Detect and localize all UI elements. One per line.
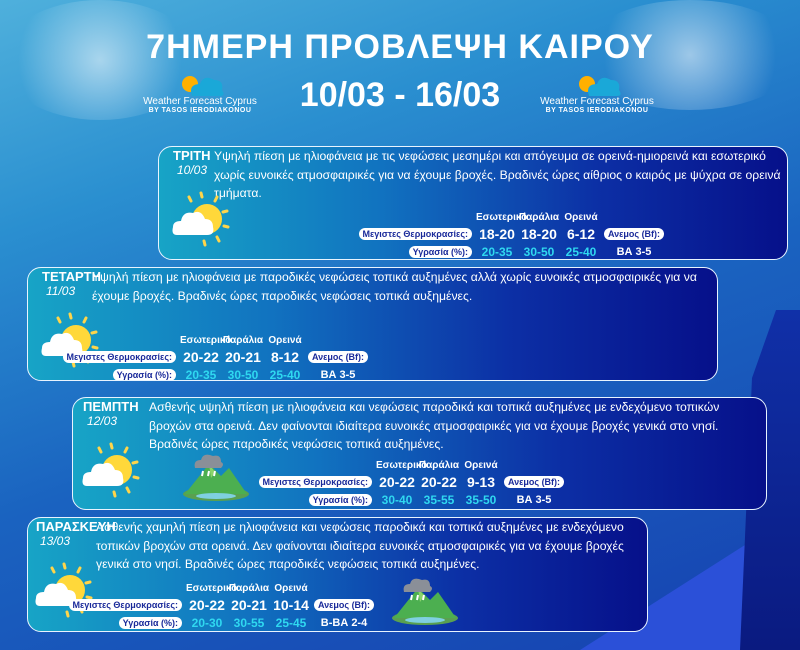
wind-value: Β-ΒΑ 2-4	[320, 617, 368, 629]
day-date: 13/03	[40, 534, 71, 548]
wind-label: Ανεμος (Bf):	[307, 350, 369, 363]
humidity-inland: 20-35	[481, 245, 513, 259]
day-date: 11/03	[46, 284, 76, 298]
logo-name: Weather Forecast Cyprus	[540, 96, 654, 107]
date-range: 10/03 - 16/03	[299, 76, 501, 114]
humidity-inland: 30-40	[381, 493, 413, 507]
forecast-card: ΠΕΜΠΤΗ 12/03 Ασθενής υψηλή πίεση με ηλιο…	[72, 397, 767, 510]
temp-inland: 18-20	[479, 225, 515, 242]
max-temps-label: Μεγιστες Θερμοκρασίες:	[358, 227, 472, 240]
temp-inland: 20-22	[183, 348, 219, 365]
humidity-mountains: 25-40	[269, 368, 301, 381]
humidity-coast: 35-55	[423, 493, 455, 507]
logo-byline: BY TASOS IERODIAKONOU	[148, 107, 252, 114]
forecast-text: Ασθενής χαμηλή πίεση με ηλιοφάνεια και ν…	[96, 520, 624, 571]
day-name: ΠΕΜΠΤΗ	[83, 399, 139, 414]
logo-byline: BY TASOS IERODIAKONOU	[545, 107, 649, 114]
humidity-label: Υγρασία (%):	[408, 246, 472, 258]
humidity-mountains: 35-50	[465, 493, 497, 507]
temp-mountains: 6-12	[566, 225, 596, 242]
header-mountains: Ορεινά	[564, 212, 598, 223]
header-inland: Εσωτερικό	[186, 583, 238, 594]
stats-table: Εσωτερικό Παράλια Ορεινά Μεγιστες Θερμοκ…	[258, 459, 566, 509]
humidity-coast: 30-50	[227, 368, 259, 381]
forecast-text: Υψηλή πίεση με ηλιοφάνεια με παροδικές ν…	[92, 270, 697, 303]
cloud-background	[0, 0, 200, 120]
logo-name: Weather Forecast Cyprus	[143, 96, 257, 107]
mountain-rain-icon	[181, 450, 251, 502]
temp-coast: 20-21	[231, 596, 267, 613]
sun-cloud-icon	[171, 191, 233, 247]
header-coast: Παράλια	[418, 460, 460, 471]
wind-value: ΒΑ 3-5	[320, 369, 356, 381]
header-coast: Παράλια	[228, 583, 270, 594]
logo: Weather Forecast Cyprus BY TASOS IERODIA…	[537, 70, 657, 114]
header-coast: Παράλια	[222, 335, 264, 346]
temp-inland: 20-22	[379, 473, 415, 490]
day-date: 10/03	[177, 163, 208, 177]
humidity-label: Υγρασία (%):	[308, 494, 372, 506]
max-temps-label: Μεγιστες Θερμοκρασίες:	[68, 598, 182, 611]
temp-coast: 20-21	[225, 348, 261, 365]
wind-label: Ανεμος (Bf):	[603, 227, 665, 240]
day-name: ΤΡΙΤΗ	[173, 148, 211, 163]
temp-mountains: 9-13	[466, 473, 496, 490]
max-temps-label: Μεγιστες Θερμοκρασίες:	[62, 350, 176, 363]
temp-mountains: 10-14	[273, 596, 309, 613]
sun-cloud-icon	[579, 76, 621, 96]
forecast-card: ΤΡΙΤΗ 10/03 Υψηλή πίεση με ηλιοφάνεια με…	[158, 146, 788, 260]
logo: Weather Forecast Cyprus BY TASOS IERODIA…	[140, 70, 260, 114]
temp-coast: 18-20	[521, 225, 557, 242]
temp-coast: 20-22	[421, 473, 457, 490]
forecast-card: ΤΕΤΑΡΤΗ 11/03 Υψηλή πίεση με ηλιοφάνεια …	[27, 267, 718, 381]
humidity-label: Υγρασία (%):	[118, 617, 182, 629]
sun-cloud-icon	[34, 562, 96, 618]
stats-table: Εσωτερικό Παράλια Ορεινά Μεγιστες Θερμοκ…	[62, 334, 370, 381]
forecast-text: Υψηλή πίεση με ηλιοφάνεια με τις νεφώσει…	[214, 149, 781, 200]
wind-label: Ανεμος (Bf):	[313, 598, 375, 611]
page-title: 7ΗΜΕΡΗ ΠΡΟΒΛΕΨΗ ΚΑΙΡΟΥ	[146, 28, 654, 66]
wind-label: Ανεμος (Bf):	[503, 475, 565, 488]
header-mountains: Ορεινά	[464, 460, 498, 471]
day-name: ΠΑΡΑΣΚΕΥΗ	[36, 519, 116, 534]
header-inland: Εσωτερικό	[376, 460, 428, 471]
stats-table: Εσωτερικό Παράλια Ορεινά Μεγιστες Θερμοκ…	[68, 582, 376, 631]
day-date: 12/03	[87, 414, 118, 428]
humidity-mountains: 25-45	[275, 616, 307, 630]
mountain-rain-icon	[390, 574, 460, 626]
sun-cloud-icon	[182, 76, 224, 96]
max-temps-label: Μεγιστες Θερμοκρασίες:	[258, 475, 372, 488]
header-coast: Παράλια	[518, 212, 560, 223]
humidity-coast: 30-50	[523, 245, 555, 259]
temp-mountains: 8-12	[270, 348, 300, 365]
stats-table: Εσωτερικό Παράλια Ορεινά Μεγιστες Θερμοκ…	[358, 211, 666, 259]
temp-inland: 20-22	[189, 596, 225, 613]
humidity-inland: 20-30	[191, 616, 223, 630]
header-mountains: Ορεινά	[268, 335, 302, 346]
header-inland: Εσωτερικό	[476, 212, 528, 223]
header-mountains: Ορεινά	[274, 583, 308, 594]
humidity-label: Υγρασία (%):	[112, 369, 176, 380]
wind-value: ΒΑ 3-5	[616, 246, 652, 258]
day-name: ΤΕΤΑΡΤΗ	[42, 269, 101, 284]
sun-cloud-icon	[81, 442, 143, 498]
forecast-card: ΠΑΡΑΣΚΕΥΗ 13/03 Ασθενής χαμηλή πίεση με …	[27, 517, 648, 632]
humidity-mountains: 25-40	[565, 245, 597, 259]
header-inland: Εσωτερικό	[180, 335, 232, 346]
wind-value: ΒΑ 3-5	[516, 494, 552, 506]
humidity-coast: 30-55	[233, 616, 265, 630]
humidity-inland: 20-35	[185, 368, 217, 381]
forecast-text: Ασθενής υψηλή πίεση με ηλιοφάνεια και νε…	[149, 400, 720, 451]
